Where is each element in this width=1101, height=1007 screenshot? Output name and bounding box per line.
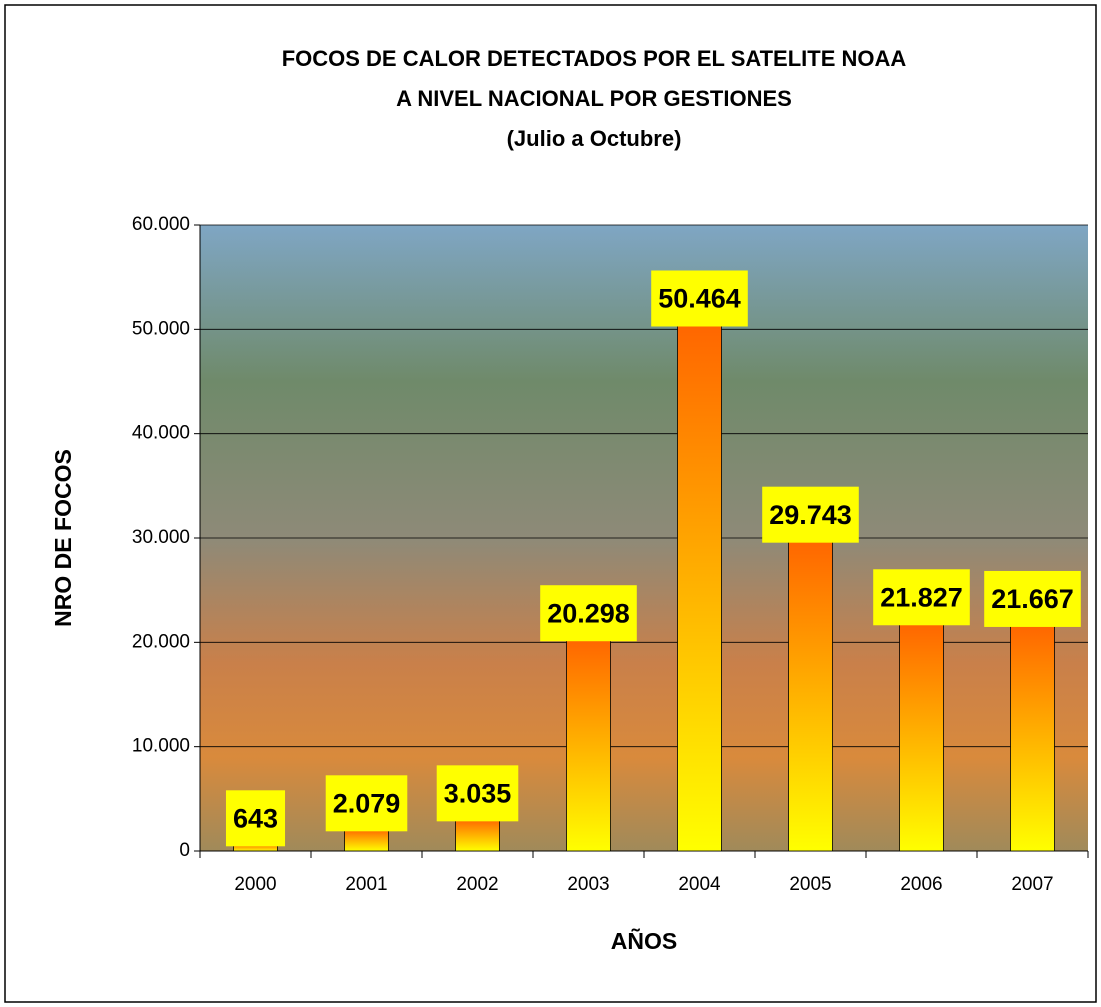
bar	[899, 622, 944, 852]
data-label-box	[873, 569, 970, 626]
data-label: 643	[233, 803, 278, 833]
bar	[1010, 624, 1055, 852]
y-tick-label: 40.000	[132, 423, 190, 444]
data-label: 21.827	[880, 582, 963, 612]
x-tick-label: 2005	[789, 874, 831, 895]
y-tick-label: 0	[179, 840, 190, 861]
bar	[566, 638, 611, 852]
data-label-box	[651, 270, 748, 327]
data-label: 2.079	[333, 788, 401, 818]
x-tick-label: 2001	[345, 874, 387, 895]
x-tick-label: 2003	[567, 874, 609, 895]
data-label-box	[225, 790, 286, 847]
x-tick-label: 2006	[900, 874, 942, 895]
data-label: 29.743	[769, 500, 852, 530]
y-tick-label: 60.000	[132, 214, 190, 235]
data-label-box	[325, 775, 408, 832]
bar	[788, 540, 833, 852]
data-label: 20.298	[547, 598, 630, 628]
bar	[344, 828, 389, 852]
bar	[455, 818, 500, 852]
y-tick-label: 10.000	[132, 736, 190, 757]
data-label-box	[984, 570, 1081, 627]
y-tick-label: 50.000	[132, 318, 190, 339]
chart-subtitle: (Julio a Octubre)	[507, 126, 682, 151]
chart-title: FOCOS DE CALOR DETECTADOS POR EL SATELIT…	[282, 46, 907, 71]
y-axis-title: NRO DE FOCOS	[50, 449, 76, 627]
chart-title: A NIVEL NACIONAL POR GESTIONES	[396, 86, 792, 111]
y-tick-label: 30.000	[132, 527, 190, 548]
data-label: 50.464	[658, 284, 741, 314]
x-tick-label: 2002	[456, 874, 498, 895]
data-label: 3.035	[444, 778, 512, 808]
data-label-box	[436, 765, 519, 822]
y-tick-label: 20.000	[132, 631, 190, 652]
x-tick-label: 2007	[1011, 874, 1053, 895]
x-tick-label: 2000	[234, 874, 276, 895]
x-tick-label: 2004	[678, 874, 721, 895]
data-label: 21.667	[991, 584, 1074, 614]
data-label-box	[540, 585, 637, 642]
data-label-box	[762, 486, 859, 543]
bar	[677, 324, 722, 852]
x-axis-title: AÑOS	[611, 927, 677, 954]
